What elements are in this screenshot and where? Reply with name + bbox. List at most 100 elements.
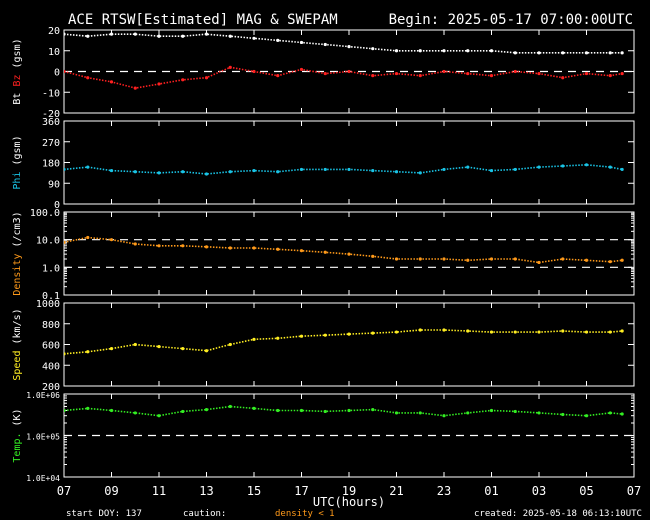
data-point [442,167,446,172]
data-point [204,76,209,80]
data-point [442,414,446,418]
data-point [252,36,256,40]
data-point [394,411,399,415]
data-point [418,171,422,175]
data-point [204,245,209,249]
data-point [252,69,256,74]
data-point [323,71,327,76]
data-point [584,51,589,55]
data-point [489,74,494,78]
data-point [347,252,351,256]
data-point [489,257,494,261]
data-point [584,414,589,418]
data-point [371,74,375,78]
data-point [133,86,137,90]
panel-frame [63,302,635,387]
data-point [620,71,624,76]
data-point [109,238,114,242]
data-point [323,42,327,47]
data-point [347,167,351,172]
data-point [561,76,565,80]
x-tick-label: 17 [294,484,308,498]
data-point [228,246,232,250]
data-point [442,328,446,332]
data-point [489,168,494,173]
data-point [86,350,90,354]
data-point [537,165,541,169]
series-line [64,33,623,54]
series-density [64,235,624,265]
y-tick-label: -20 [42,109,60,120]
data-point [371,47,375,51]
data-point [466,71,470,76]
data-point [299,167,304,172]
data-point [181,347,185,351]
y-tick-label: 800 [42,320,60,331]
data-point [394,71,399,76]
y-tick-label: 20 [48,26,60,37]
data-point [513,330,517,334]
y-axis-label: Bt Bz (gsm) [12,38,23,104]
series-speed [64,328,624,356]
data-point [620,412,624,416]
data-point [64,408,66,413]
data-point [418,257,422,261]
series-bz [64,65,624,90]
x-tick-label: 21 [389,484,403,498]
x-tick-label: 11 [152,484,166,498]
y-axis-label-part: (gsm) [12,38,23,74]
data-point [513,69,517,74]
y-tick-label: 400 [42,361,60,372]
y-tick-label: 1.0E+05 [26,433,60,442]
data-point [228,170,232,174]
data-point [537,71,541,76]
data-point [537,330,541,334]
data-point [86,76,90,80]
series-line [64,66,623,89]
y-tick-label: 1.0E+06 [26,391,60,400]
data-point [418,49,422,53]
y-tick-label: 1.0E+04 [26,474,60,483]
footer-start-doy: start DOY: 137 [66,509,142,519]
data-point [489,49,494,53]
data-point [157,414,161,418]
series-phi [64,163,624,176]
data-point [181,78,185,82]
data-point [276,336,280,340]
y-tick-label: 0 [54,68,60,79]
data-point [489,408,494,413]
y-tick-label: -10 [42,88,60,99]
data-point [371,254,375,258]
data-point [204,32,209,36]
x-tick-label: 07 [57,484,71,498]
x-tick-label: 23 [437,484,451,498]
x-tick-label: 09 [104,484,118,498]
data-point [181,409,185,414]
data-point [513,51,517,55]
data-point [64,240,66,244]
series-bt [64,32,624,55]
data-point [204,172,209,176]
data-point [228,65,232,69]
data-point [466,165,470,169]
y-tick-label: 180 [42,159,60,170]
y-axis-label-part: Phi [12,172,23,190]
data-point [466,329,470,333]
data-point [109,347,114,351]
x-tick-label: 05 [579,484,593,498]
y-tick-label: 10.0 [36,236,60,247]
y-tick-label: 270 [42,138,60,149]
y-tick-label: 360 [42,117,60,128]
data-point [299,249,304,253]
data-point [323,167,327,172]
data-point [513,257,517,261]
data-point [228,34,232,38]
data-point [371,408,375,412]
data-point [204,349,209,353]
series-temp [64,404,624,418]
data-point [86,235,90,240]
footer-density-note: density < 1 [275,509,335,519]
data-point [109,32,114,36]
data-point [299,67,304,72]
